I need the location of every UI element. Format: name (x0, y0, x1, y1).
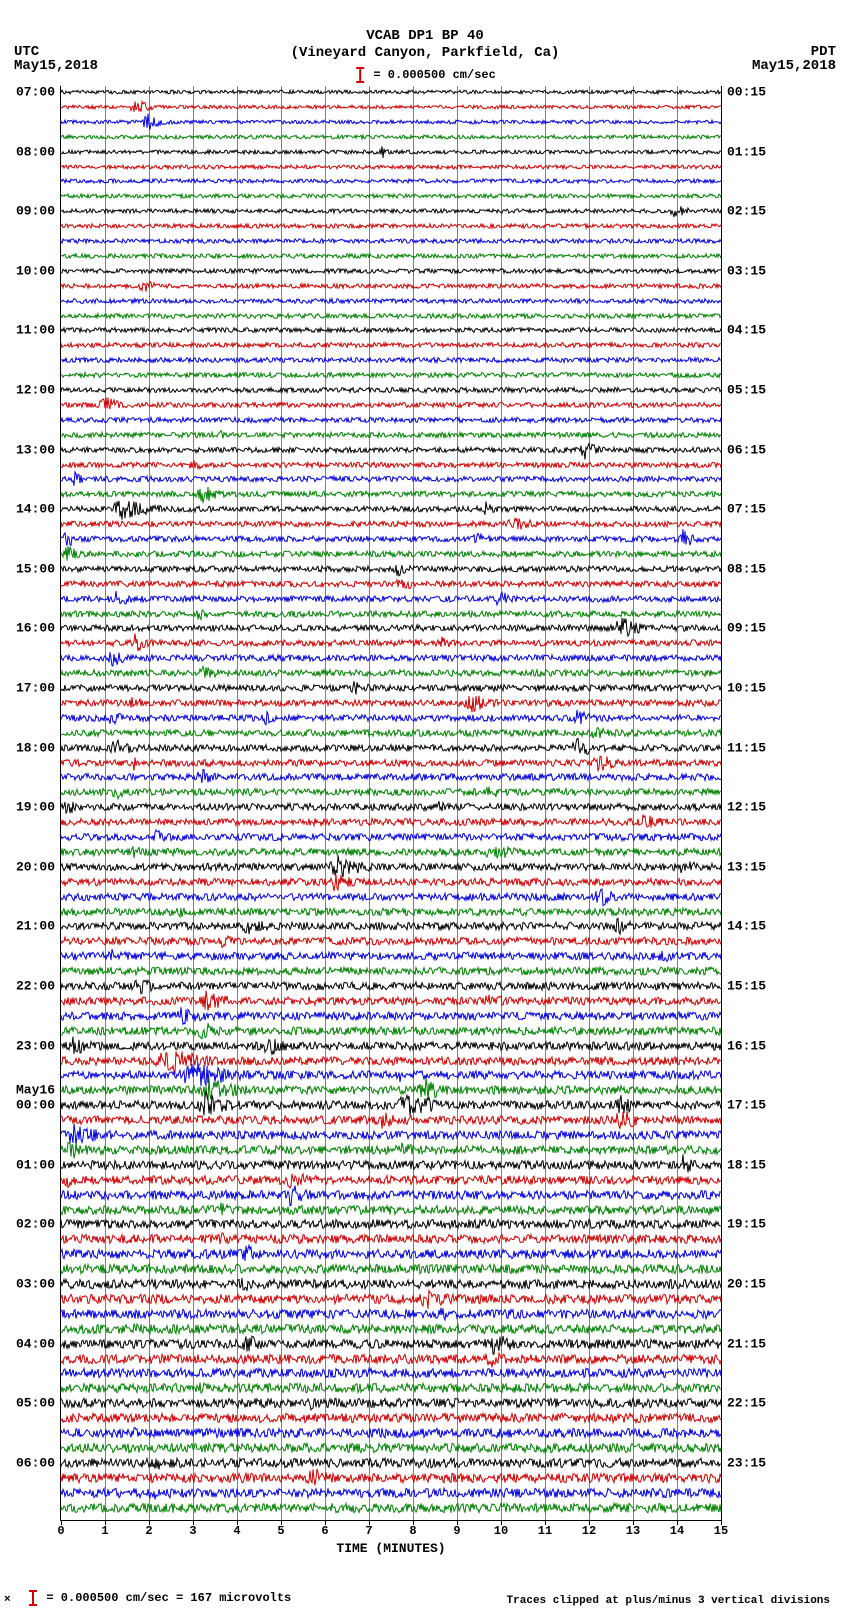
left-time-label: 07:00 (16, 85, 55, 100)
date-left: May15,2018 (14, 58, 98, 74)
right-time-label: 00:15 (727, 85, 766, 100)
right-time-label: 13:15 (727, 859, 766, 874)
left-time-label: 22:00 (16, 979, 55, 994)
left-time-label: 09:00 (16, 204, 55, 219)
left-time-label: 11:00 (16, 323, 55, 338)
left-time-label: 08:00 (16, 144, 55, 159)
left-time-label: 05:00 (16, 1396, 55, 1411)
xaxis-tick: 15 (714, 1524, 728, 1538)
right-time-label: 22:15 (727, 1396, 766, 1411)
left-time-label: 03:00 (16, 1277, 55, 1292)
seismogram-container: VCAB DP1 BP 40 (Vineyard Canyon, Parkfie… (0, 0, 850, 1613)
left-time-label: 04:00 (16, 1336, 55, 1351)
right-time-label: 21:15 (727, 1336, 766, 1351)
right-time-label: 15:15 (727, 979, 766, 994)
xaxis-tick: 6 (321, 1524, 328, 1538)
right-time-label: 11:15 (727, 740, 766, 755)
xaxis-tick: 9 (453, 1524, 460, 1538)
right-time-label: 16:15 (727, 1038, 766, 1053)
left-time-label: 10:00 (16, 263, 55, 278)
right-time-label: 05:15 (727, 383, 766, 398)
right-time-label: 07:15 (727, 502, 766, 517)
right-time-label: 08:15 (727, 561, 766, 576)
xaxis-tick: 7 (365, 1524, 372, 1538)
xaxis-tick: 4 (233, 1524, 240, 1538)
left-time-label: 18:00 (16, 740, 55, 755)
left-time-label: 06:00 (16, 1455, 55, 1470)
left-time-label: 14:00 (16, 502, 55, 517)
chart-header: VCAB DP1 BP 40 (Vineyard Canyon, Parkfie… (0, 28, 850, 62)
mid-date-label: May16 (16, 1083, 55, 1098)
left-time-label: 15:00 (16, 561, 55, 576)
right-time-label: 10:15 (727, 681, 766, 696)
xaxis-tick: 14 (670, 1524, 684, 1538)
xaxis-tick: 0 (57, 1524, 64, 1538)
xaxis-tick: 5 (277, 1524, 284, 1538)
xaxis-tick: 11 (538, 1524, 552, 1538)
left-time-label: 19:00 (16, 800, 55, 815)
left-time-label: 13:00 (16, 442, 55, 457)
right-time-label: 14:15 (727, 919, 766, 934)
right-time-label: 19:15 (727, 1217, 766, 1232)
plot-area: TIME (MINUTES) 012345678910111213141507:… (60, 86, 722, 1521)
right-time-label: 20:15 (727, 1277, 766, 1292)
date-right: May15,2018 (752, 58, 836, 74)
xaxis-tick: 3 (189, 1524, 196, 1538)
right-time-label: 12:15 (727, 800, 766, 815)
right-time-label: 02:15 (727, 204, 766, 219)
xaxis-label: TIME (MINUTES) (336, 1541, 445, 1556)
left-time-label: 16:00 (16, 621, 55, 636)
xaxis-tick: 12 (582, 1524, 596, 1538)
left-time-label: 12:00 (16, 383, 55, 398)
right-time-label: 01:15 (727, 144, 766, 159)
right-time-label: 04:15 (727, 323, 766, 338)
right-time-label: 17:15 (727, 1098, 766, 1113)
left-time-label: 01:00 (16, 1157, 55, 1172)
right-time-label: 09:15 (727, 621, 766, 636)
left-time-label: 23:00 (16, 1038, 55, 1053)
xaxis-tick: 13 (626, 1524, 640, 1538)
left-time-label: 20:00 (16, 859, 55, 874)
right-time-label: 23:15 (727, 1455, 766, 1470)
scale-indicator: = 0.000500 cm/sec (354, 66, 496, 84)
chart-subtitle: (Vineyard Canyon, Parkfield, Ca) (0, 45, 850, 62)
right-time-label: 03:15 (727, 263, 766, 278)
chart-title: VCAB DP1 BP 40 (0, 28, 850, 45)
xaxis-tick: 1 (101, 1524, 108, 1538)
left-time-label: 21:00 (16, 919, 55, 934)
xaxis-tick: 10 (494, 1524, 508, 1538)
xaxis-tick: 8 (409, 1524, 416, 1538)
left-time-label: 17:00 (16, 681, 55, 696)
left-time-label: 02:00 (16, 1217, 55, 1232)
left-time-label: 00:00 (16, 1098, 55, 1113)
svg-text:×: × (4, 1594, 11, 1605)
right-time-label: 18:15 (727, 1157, 766, 1172)
right-time-label: 06:15 (727, 442, 766, 457)
scale-value: = 0.000500 cm/sec (373, 68, 495, 82)
footer-left: × = 0.000500 cm/sec = 167 microvolts (4, 1589, 291, 1607)
footer-right: Traces clipped at plus/minus 3 vertical … (507, 1595, 830, 1607)
xaxis-tick: 2 (145, 1524, 152, 1538)
